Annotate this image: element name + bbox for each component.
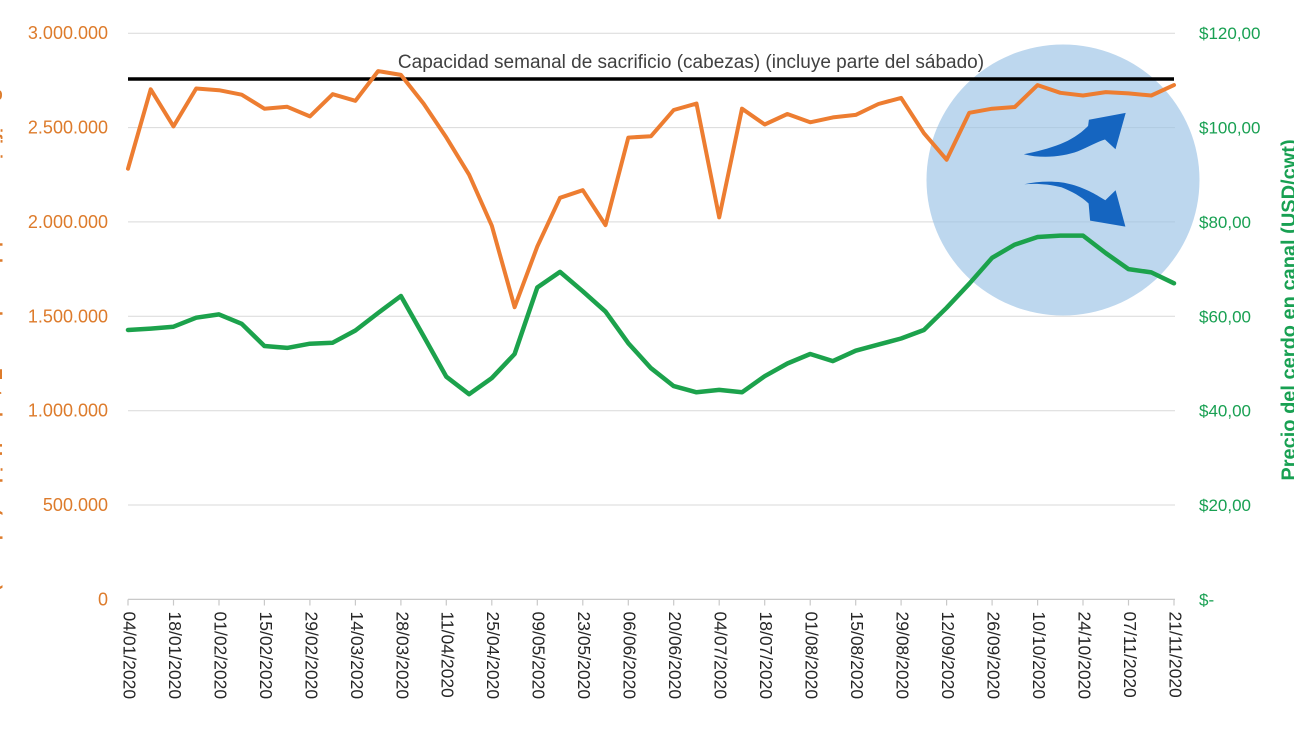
svg-text:23/05/2020: 23/05/2020 xyxy=(574,612,594,700)
svg-text:04/01/2020: 04/01/2020 xyxy=(119,612,139,700)
svg-text:01/02/2020: 01/02/2020 xyxy=(210,612,230,700)
svg-text:$-: $- xyxy=(1199,590,1214,609)
svg-text:25/04/2020: 25/04/2020 xyxy=(483,612,503,700)
svg-text:Capacidad semanal de sacrifici: Capacidad semanal de sacrificio (cabezas… xyxy=(398,52,984,73)
svg-text:20/06/2020: 20/06/2020 xyxy=(665,612,685,700)
svg-text:15/02/2020: 15/02/2020 xyxy=(256,612,276,700)
svg-text:$100,00: $100,00 xyxy=(1199,119,1260,138)
svg-text:26/09/2020: 26/09/2020 xyxy=(984,612,1004,700)
svg-text:$120,00: $120,00 xyxy=(1199,24,1260,43)
svg-text:3.000.000: 3.000.000 xyxy=(28,23,108,43)
svg-text:0: 0 xyxy=(98,589,108,609)
svg-text:01/08/2020: 01/08/2020 xyxy=(802,612,822,700)
svg-text:29/02/2020: 29/02/2020 xyxy=(301,612,321,700)
svg-text:06/06/2020: 06/06/2020 xyxy=(620,612,640,700)
svg-text:2.000.000: 2.000.000 xyxy=(28,212,108,232)
svg-text:09/05/2020: 09/05/2020 xyxy=(529,612,549,700)
svg-text:12/09/2020: 12/09/2020 xyxy=(938,612,958,700)
svg-text:Precio del cerdo en canal (US: Precio del cerdo en canal (USD/cwt) xyxy=(1279,139,1294,480)
svg-text:$80,00: $80,00 xyxy=(1199,213,1251,232)
svg-text:24/10/2020: 24/10/2020 xyxy=(1074,612,1094,700)
svg-text:28/03/2020: 28/03/2020 xyxy=(392,612,412,700)
svg-text:$60,00: $60,00 xyxy=(1199,307,1251,326)
svg-text:2.500.000: 2.500.000 xyxy=(28,118,108,138)
svg-text:29/08/2020: 29/08/2020 xyxy=(893,612,913,700)
svg-text:21/11/2020: 21/11/2020 xyxy=(1165,612,1185,699)
svg-text:1.500.000: 1.500.000 xyxy=(28,306,108,326)
svg-text:14/03/2020: 14/03/2020 xyxy=(347,612,367,700)
svg-text:18/01/2020: 18/01/2020 xyxy=(165,612,185,700)
svg-text:Sacrificio semanal de cerdos e: Sacrificio semanal de cerdos en Estados … xyxy=(0,89,5,591)
svg-text:$20,00: $20,00 xyxy=(1199,496,1251,515)
svg-text:$40,00: $40,00 xyxy=(1199,402,1251,421)
svg-text:07/11/2020: 07/11/2020 xyxy=(1120,612,1140,699)
svg-text:04/07/2020: 04/07/2020 xyxy=(711,612,731,700)
svg-text:500.000: 500.000 xyxy=(43,495,108,515)
svg-text:11/04/2020: 11/04/2020 xyxy=(438,612,458,699)
svg-text:10/10/2020: 10/10/2020 xyxy=(1029,612,1049,700)
svg-text:15/08/2020: 15/08/2020 xyxy=(847,612,867,700)
svg-text:1.000.000: 1.000.000 xyxy=(28,401,108,421)
svg-text:18/07/2020: 18/07/2020 xyxy=(756,612,776,700)
